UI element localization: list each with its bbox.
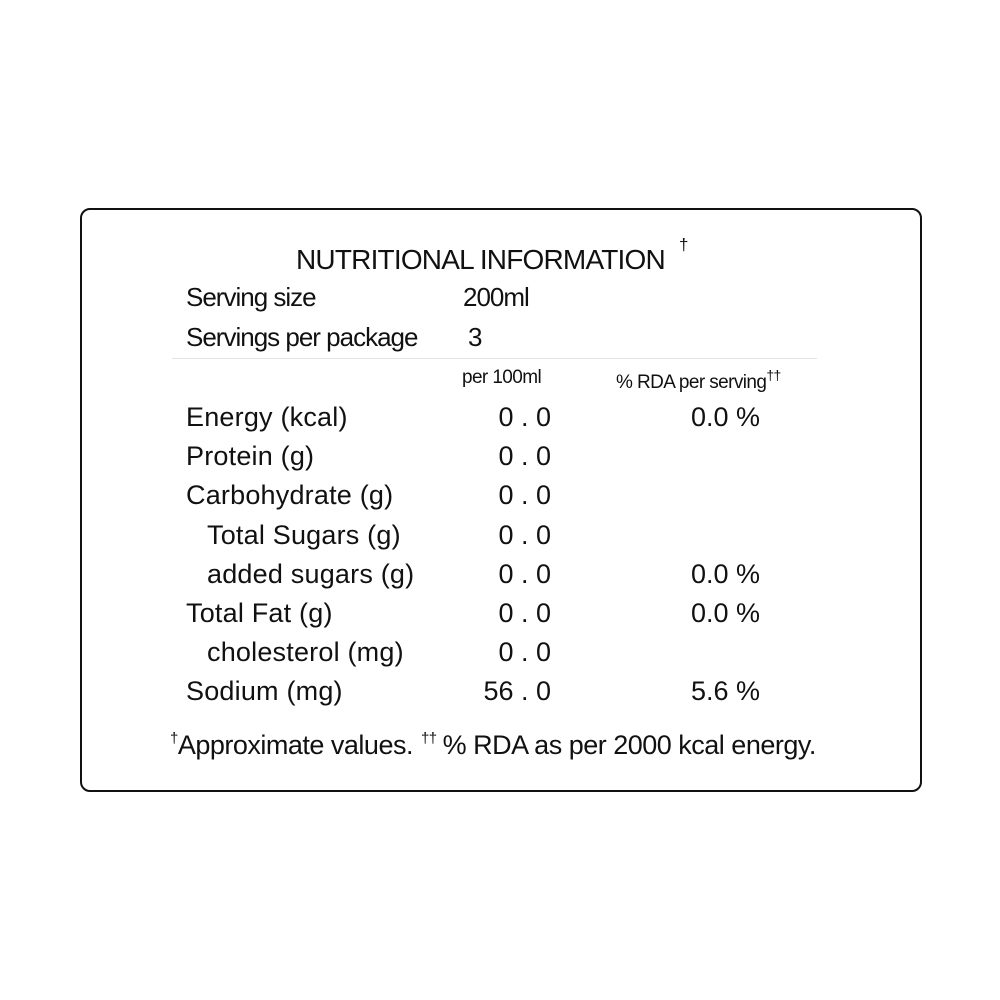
column-header-text: % RDA per serving: [616, 372, 767, 393]
nutrient-name: added sugars (g): [207, 558, 415, 589]
nutrient-name: Sodium (mg): [186, 676, 343, 707]
per-100ml-value: 0 . 0: [498, 519, 551, 550]
per-100ml-value: 56 . 0: [483, 676, 551, 707]
serving-value: 200ml: [463, 282, 530, 312]
rda-value: 0.0 %: [690, 598, 760, 628]
column-header: % RDA per serving††: [616, 368, 781, 392]
separator: [172, 358, 817, 359]
nutrient-name: Total Fat (g): [186, 598, 333, 628]
column-header: per 100ml: [462, 367, 542, 388]
footnote-text: % RDA as per 2000 kcal energy.: [442, 730, 817, 760]
rda-value: 5.6 %: [690, 676, 760, 707]
rda-value: 0.0 %: [690, 558, 760, 589]
footnote-mark: ††: [420, 730, 437, 747]
footnote-text: Approximate values.: [177, 730, 414, 760]
serving-label: Serving size: [186, 282, 317, 312]
title: NUTRITIONAL INFORMATION: [296, 244, 666, 275]
serving-label: Servings per package: [186, 322, 418, 352]
rda-value: 0.0 %: [690, 402, 760, 432]
per-100ml-value: 0 . 0: [498, 598, 551, 628]
column-header-mark: ††: [766, 367, 781, 383]
title-mark: †: [679, 235, 689, 254]
nutrient-name: Carbohydrate (g): [186, 480, 394, 511]
footnote: †Approximate values. †† % RDA as per 2000 …: [170, 731, 816, 759]
serving-value: 3: [468, 322, 483, 352]
per-100ml-value: 0 . 0: [498, 480, 551, 511]
nutrient-name: Energy (kcal): [186, 402, 348, 432]
per-100ml-value: 0 . 0: [498, 441, 551, 472]
nutrition-label: NUTRITIONAL INFORMATION † Serving size 200m…: [80, 208, 922, 792]
nutrient-name: cholesterol (mg): [207, 637, 404, 668]
nutrient-name: Protein (g): [186, 441, 315, 472]
per-100ml-value: 0 . 0: [498, 402, 551, 432]
footnote-mark: †: [170, 730, 178, 747]
nutrient-name: Total Sugars (g): [207, 519, 401, 550]
per-100ml-value: 0 . 0: [498, 558, 551, 589]
per-100ml-value: 0 . 0: [498, 637, 551, 668]
